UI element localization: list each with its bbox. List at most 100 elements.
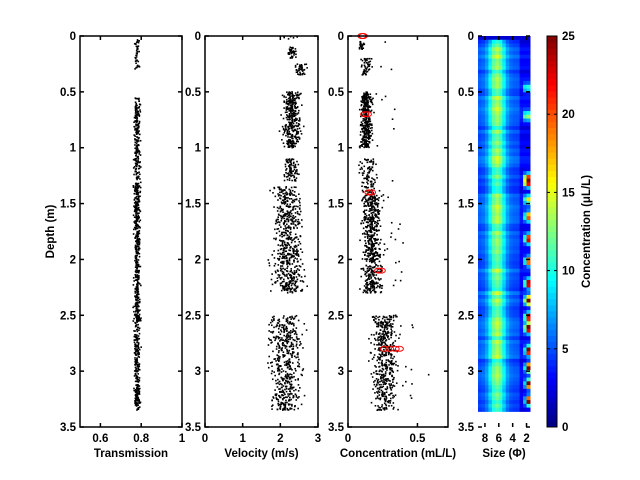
data-point <box>287 142 290 144</box>
heatmap-cell <box>498 111 503 116</box>
data-point <box>281 343 284 345</box>
data-point <box>135 57 137 60</box>
data-point <box>292 46 294 49</box>
data-point <box>367 158 369 161</box>
data-point <box>381 284 384 287</box>
data-point <box>391 353 393 356</box>
data-point <box>139 238 141 241</box>
data-point <box>370 230 372 233</box>
data-point <box>297 253 300 256</box>
data-point <box>290 268 293 270</box>
data-point <box>360 144 363 146</box>
data-point <box>365 125 367 127</box>
data-point <box>133 192 136 195</box>
data-point <box>283 215 286 217</box>
data-point <box>380 278 382 280</box>
data-point <box>138 50 140 53</box>
data-point <box>279 197 281 199</box>
heatmap-cell <box>505 197 510 202</box>
data-point <box>368 229 370 232</box>
data-point <box>291 348 294 350</box>
data-point <box>279 340 281 342</box>
data-point <box>370 401 373 404</box>
data-point <box>289 383 291 386</box>
data-point <box>298 265 301 267</box>
data-point <box>371 258 374 261</box>
data-point <box>392 363 395 366</box>
data-point <box>374 210 377 212</box>
heatmap-cell <box>478 163 482 168</box>
heatmap-cell <box>481 51 486 56</box>
data-point <box>291 145 294 148</box>
data-point <box>273 318 275 320</box>
data-point <box>377 254 379 256</box>
data-point <box>137 309 140 311</box>
heatmap-cell <box>484 39 489 45</box>
data-point <box>367 102 369 104</box>
data-point <box>137 239 139 241</box>
data-point <box>366 285 368 288</box>
data-point <box>280 216 283 218</box>
data-point <box>369 291 372 294</box>
data-point <box>135 348 138 350</box>
data-point <box>363 218 366 221</box>
data-point <box>283 256 285 259</box>
data-point <box>134 314 137 317</box>
heatmap-cell <box>481 96 486 101</box>
data-point <box>138 171 140 173</box>
data-point <box>276 218 279 221</box>
data-point <box>364 204 367 207</box>
data-point <box>288 262 291 265</box>
data-point <box>359 161 362 163</box>
data-point <box>373 232 376 234</box>
data-point <box>287 226 290 229</box>
data-point <box>292 141 294 144</box>
data-point <box>285 360 288 363</box>
heatmap-cell <box>491 144 496 150</box>
heatmap-cell <box>509 159 514 165</box>
heatmap-cell <box>519 73 524 78</box>
data-point <box>389 397 392 400</box>
data-point <box>289 332 292 334</box>
data-point <box>137 240 140 242</box>
data-point <box>277 199 279 201</box>
heatmap-cell <box>516 39 521 45</box>
data-point <box>386 400 389 403</box>
data-point <box>365 205 368 207</box>
data-point <box>278 368 281 371</box>
data-point <box>364 101 366 104</box>
data-point <box>284 111 287 114</box>
data-point <box>298 338 300 340</box>
heatmap-cell <box>526 73 531 78</box>
data-point <box>303 73 306 76</box>
data-point <box>283 199 285 202</box>
data-point <box>296 130 298 133</box>
heatmap-cell <box>505 69 510 75</box>
heatmap-cell <box>488 171 493 176</box>
data-point <box>368 289 371 292</box>
data-point <box>301 70 304 72</box>
data-point <box>280 209 283 212</box>
data-point <box>371 203 373 206</box>
data-point <box>379 335 382 337</box>
data-point <box>278 130 281 132</box>
data-point <box>361 123 364 125</box>
data-point <box>378 285 381 288</box>
data-point <box>367 266 369 268</box>
heatmap-cell <box>484 58 489 63</box>
data-point <box>284 213 287 216</box>
data-point <box>293 97 296 100</box>
data-point <box>136 370 138 372</box>
data-point <box>138 365 141 368</box>
data-point <box>301 369 304 372</box>
data-point <box>134 287 137 290</box>
heatmap-cell <box>523 148 528 153</box>
data-point <box>378 229 380 232</box>
highlight-point <box>367 189 377 196</box>
data-point <box>136 114 138 117</box>
data-point <box>373 252 376 255</box>
data-point <box>302 281 305 283</box>
data-point <box>136 40 139 43</box>
data-point <box>294 367 296 370</box>
